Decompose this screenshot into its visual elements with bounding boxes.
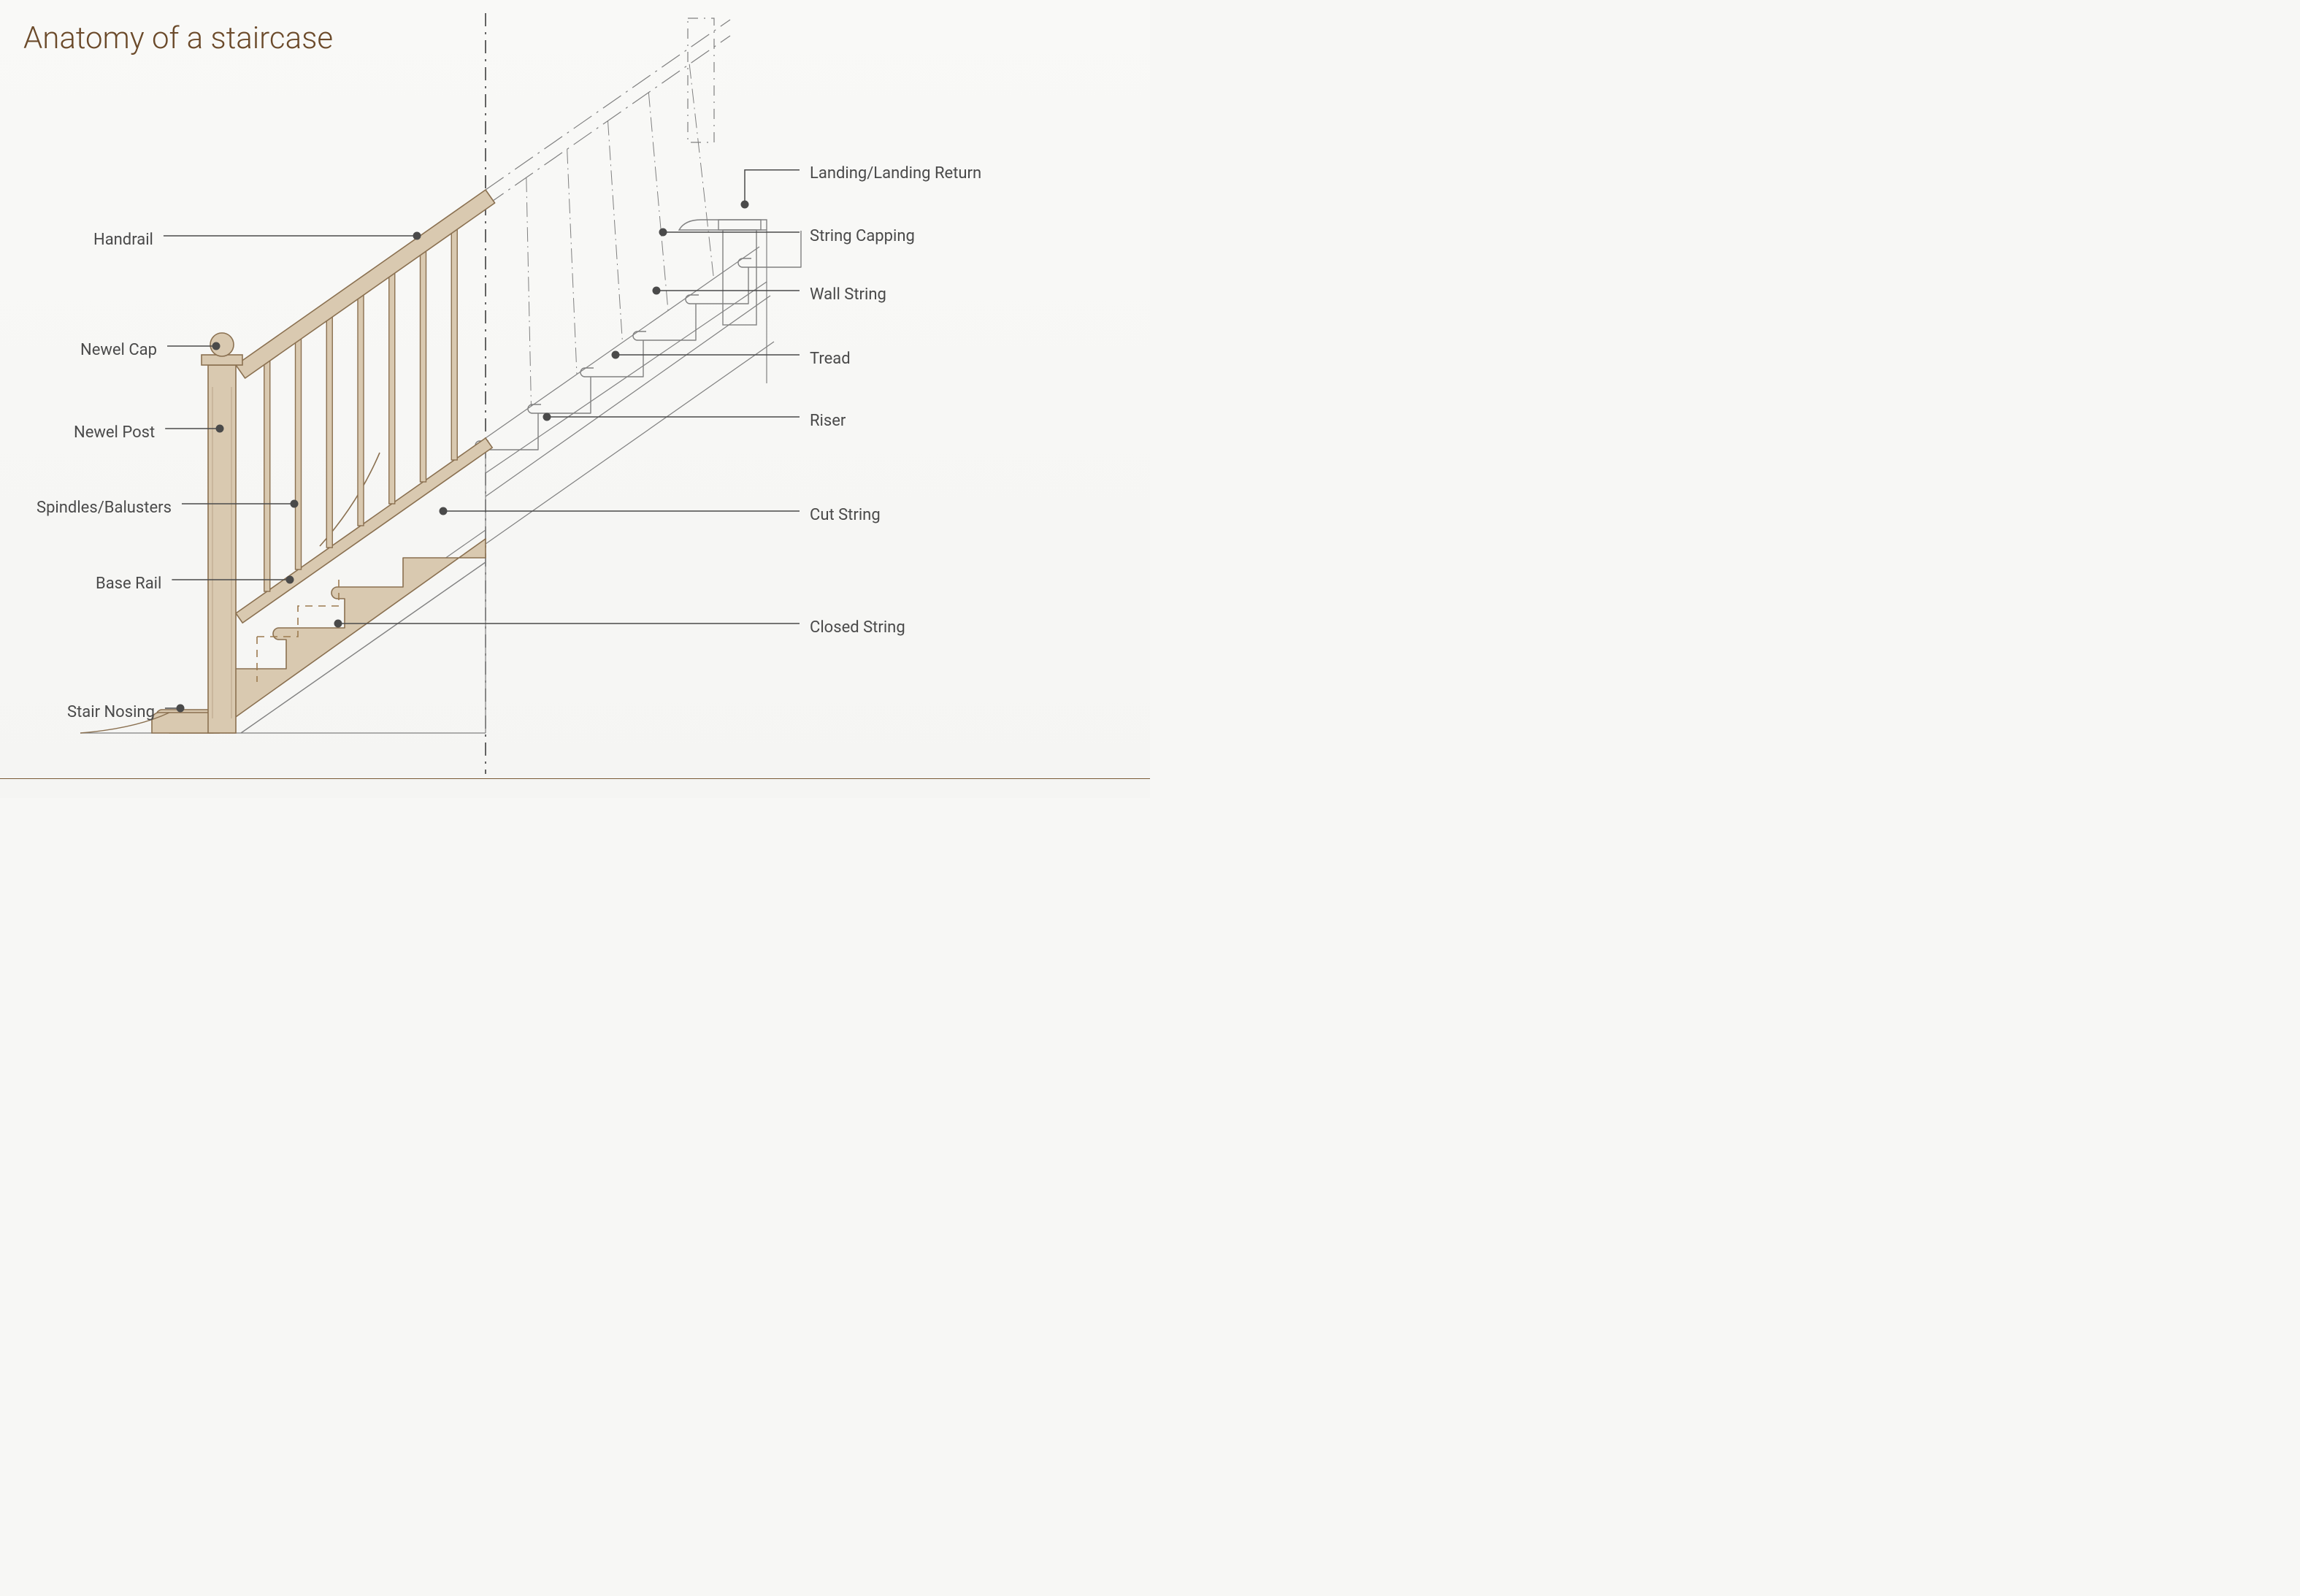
bottom-rule — [0, 778, 1150, 779]
label-string-capping: String Capping — [810, 227, 915, 245]
label-spindles: Spindles/Balusters — [37, 499, 172, 517]
staircase-diagram — [0, 0, 1150, 798]
label-stair-nosing: Stair Nosing — [67, 703, 155, 721]
label-tread: Tread — [810, 350, 851, 368]
label-newel-post: Newel Post — [74, 423, 155, 442]
label-newel-cap: Newel Cap — [80, 341, 157, 359]
label-closed-string: Closed String — [810, 618, 905, 637]
label-handrail: Handrail — [93, 231, 153, 249]
label-landing: Landing/Landing Return — [810, 164, 981, 183]
label-riser: Riser — [810, 412, 846, 430]
label-cut-string: Cut String — [810, 506, 881, 524]
label-wall-string: Wall String — [810, 285, 886, 304]
page-title: Anatomy of a staircase — [23, 20, 333, 56]
label-base-rail: Base Rail — [96, 575, 161, 593]
